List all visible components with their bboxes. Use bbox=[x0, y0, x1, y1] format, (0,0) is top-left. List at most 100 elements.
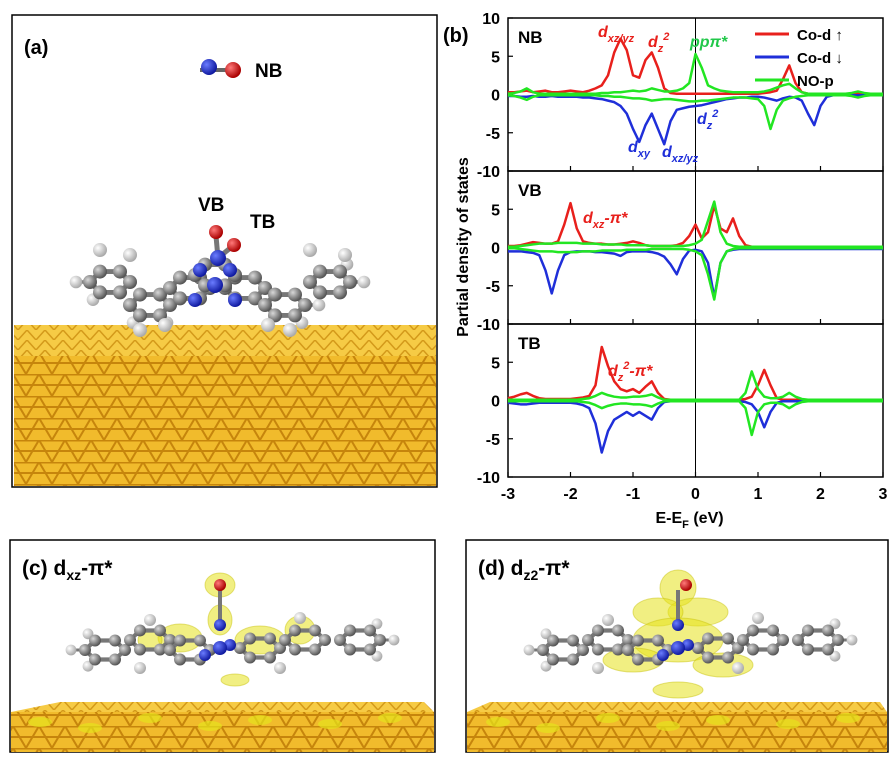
y-tick-label: -5 bbox=[486, 279, 500, 296]
atom bbox=[194, 634, 206, 646]
atom bbox=[537, 644, 549, 656]
atom bbox=[303, 243, 317, 257]
atom bbox=[199, 649, 211, 661]
isosurface bbox=[536, 723, 560, 733]
text-part: 2 bbox=[662, 31, 669, 43]
y-tick-label: 0 bbox=[491, 241, 500, 258]
x-tick-label: -1 bbox=[626, 486, 640, 503]
atom bbox=[209, 225, 223, 239]
atom bbox=[113, 285, 127, 299]
text-part: (c) d bbox=[22, 557, 66, 580]
atom bbox=[164, 644, 176, 656]
atom bbox=[732, 662, 744, 674]
atom bbox=[338, 248, 352, 262]
text-part: -π* bbox=[604, 210, 628, 227]
atom bbox=[210, 250, 226, 266]
atom bbox=[722, 632, 734, 644]
panel-title: NB bbox=[518, 28, 543, 47]
text-part: xz bbox=[592, 219, 605, 231]
atom bbox=[309, 644, 321, 656]
atom bbox=[792, 634, 804, 646]
x-tick-label: -3 bbox=[501, 486, 515, 503]
atom bbox=[702, 652, 714, 664]
isosurface bbox=[138, 713, 162, 723]
atom bbox=[657, 649, 669, 661]
atom bbox=[264, 652, 276, 664]
text-part: z2 bbox=[523, 567, 538, 583]
atom bbox=[319, 634, 331, 646]
text-part: (eV) bbox=[689, 510, 724, 527]
text-part: 2 bbox=[711, 108, 718, 120]
atom bbox=[672, 619, 684, 631]
atom bbox=[567, 634, 579, 646]
atom bbox=[364, 624, 376, 636]
isosurface bbox=[221, 674, 249, 686]
atom bbox=[93, 243, 107, 257]
atom bbox=[109, 654, 121, 666]
annotation: dxz/yz bbox=[598, 24, 635, 45]
atom bbox=[228, 293, 242, 307]
y-tick-label: 0 bbox=[491, 394, 500, 411]
panel-title: VB bbox=[518, 181, 542, 200]
atom bbox=[89, 654, 101, 666]
y-tick-label: 5 bbox=[491, 49, 500, 66]
isosurface bbox=[836, 713, 860, 723]
atom bbox=[214, 619, 226, 631]
isosurface bbox=[486, 717, 510, 727]
gold-surface bbox=[11, 702, 434, 712]
atom bbox=[154, 624, 166, 636]
legend-label: Co-d ↓ bbox=[797, 50, 843, 67]
atom bbox=[133, 288, 147, 302]
atom bbox=[802, 624, 814, 636]
atom bbox=[334, 634, 346, 646]
atom bbox=[134, 624, 146, 636]
atom bbox=[227, 238, 241, 252]
y-tick-label: -10 bbox=[477, 164, 500, 181]
text-part: z bbox=[706, 120, 713, 132]
atom bbox=[248, 271, 262, 285]
isosurface bbox=[596, 713, 620, 723]
panel-d: (d) dz2-π* bbox=[466, 540, 888, 752]
atom bbox=[225, 62, 241, 78]
atom bbox=[702, 632, 714, 644]
atom bbox=[333, 285, 347, 299]
atom bbox=[83, 275, 97, 289]
atom bbox=[737, 634, 749, 646]
atom bbox=[592, 624, 604, 636]
atom bbox=[188, 293, 202, 307]
panel-label: (b) bbox=[443, 25, 469, 47]
atom bbox=[201, 59, 217, 75]
atom bbox=[123, 275, 137, 289]
atom bbox=[124, 634, 136, 646]
atom bbox=[374, 634, 386, 646]
x-axis-label: E-EF (eV) bbox=[656, 510, 724, 531]
atom bbox=[592, 662, 604, 674]
atom bbox=[79, 644, 91, 656]
x-tick-label: 3 bbox=[879, 486, 888, 503]
site-label: TB bbox=[250, 212, 275, 233]
y-tick-label: 5 bbox=[491, 355, 500, 372]
x-tick-label: 1 bbox=[754, 486, 763, 503]
isosurface bbox=[776, 719, 800, 729]
text-part: 2 bbox=[622, 360, 629, 372]
legend-label: NO-p bbox=[797, 73, 834, 90]
atom bbox=[364, 644, 376, 656]
atom bbox=[113, 265, 127, 279]
atom bbox=[777, 634, 789, 646]
text-part: ppπ* bbox=[689, 34, 728, 51]
atom bbox=[602, 614, 614, 626]
atom bbox=[288, 308, 302, 322]
text-part: xz/yz bbox=[607, 33, 635, 45]
atom bbox=[333, 265, 347, 279]
atom bbox=[163, 281, 177, 295]
atom bbox=[268, 288, 282, 302]
isosurface bbox=[378, 713, 402, 723]
y-axis-label: Partial density of states bbox=[455, 157, 472, 337]
gold-slab bbox=[11, 712, 434, 752]
atom bbox=[123, 248, 137, 262]
atom bbox=[309, 624, 321, 636]
atom bbox=[767, 624, 779, 636]
text-part: xz bbox=[66, 567, 81, 583]
site-label: VB bbox=[198, 195, 224, 216]
y-tick-label: -10 bbox=[477, 470, 500, 487]
